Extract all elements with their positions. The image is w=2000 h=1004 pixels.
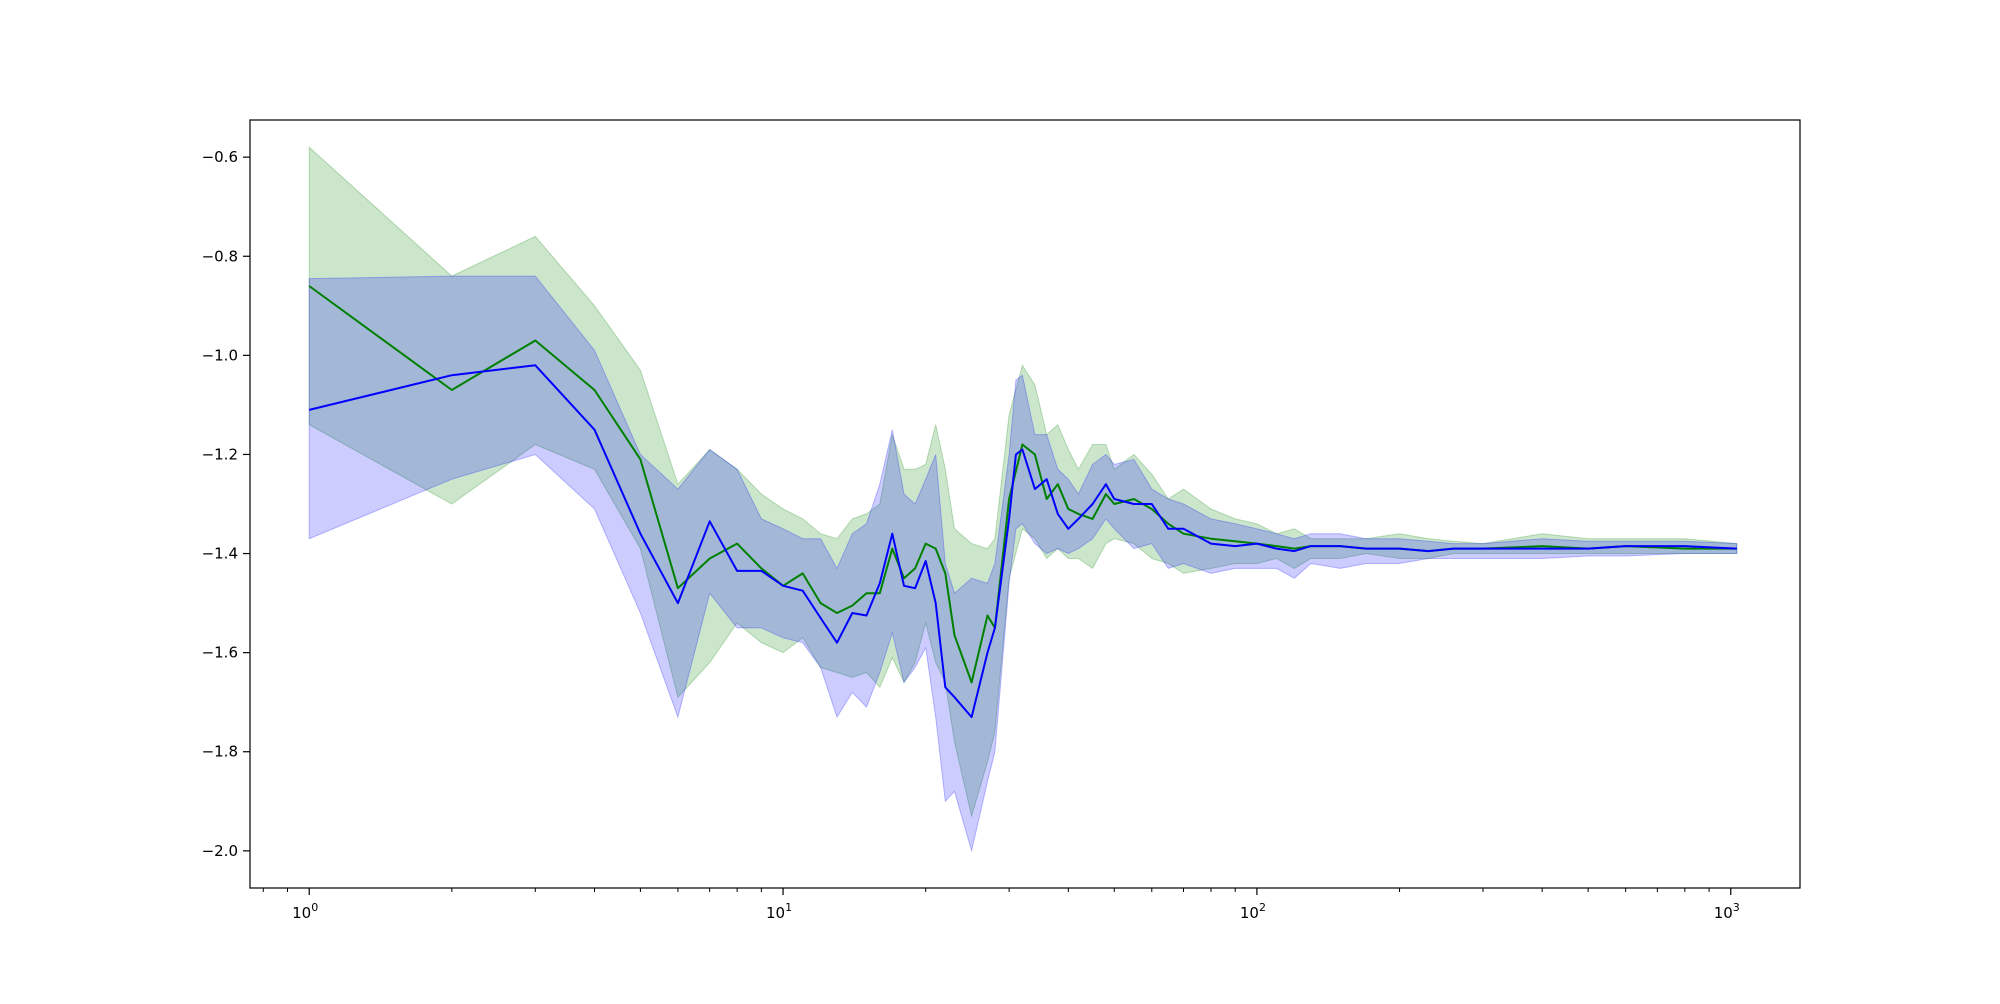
y-tick-label-5: −1.6	[202, 644, 238, 662]
y-tick-label-1: −0.8	[202, 247, 238, 265]
x-tick-label-3: 103	[1714, 901, 1740, 922]
y-tick-label-3: −1.2	[202, 445, 238, 463]
y-tick-label-4: −1.4	[202, 545, 238, 563]
x-axis-ticks: 100 101 102 103	[262, 888, 1740, 922]
series-0-band	[308, 146, 1738, 819]
series-lines	[308, 285, 1737, 719]
series-1-line	[308, 364, 1737, 719]
y-tick-label-6: −1.8	[202, 743, 238, 761]
axes-frame	[249, 119, 1801, 889]
y-tick-label-0: −0.6	[202, 148, 238, 166]
x-tick-label-1: 101	[766, 901, 792, 922]
y-axis-ticks: −0.6 −0.8 −1.0 −1.2 −1.4 −1.6 −1.8 −2.0	[202, 148, 250, 860]
y-tick-label-7: −2.0	[202, 842, 238, 860]
confidence-bands	[308, 146, 1738, 853]
y-tick-label-2: −1.0	[202, 346, 238, 364]
series-1-band	[308, 275, 1738, 853]
x-tick-label-2: 102	[1240, 901, 1266, 922]
x-tick-label-0: 100	[292, 901, 318, 922]
